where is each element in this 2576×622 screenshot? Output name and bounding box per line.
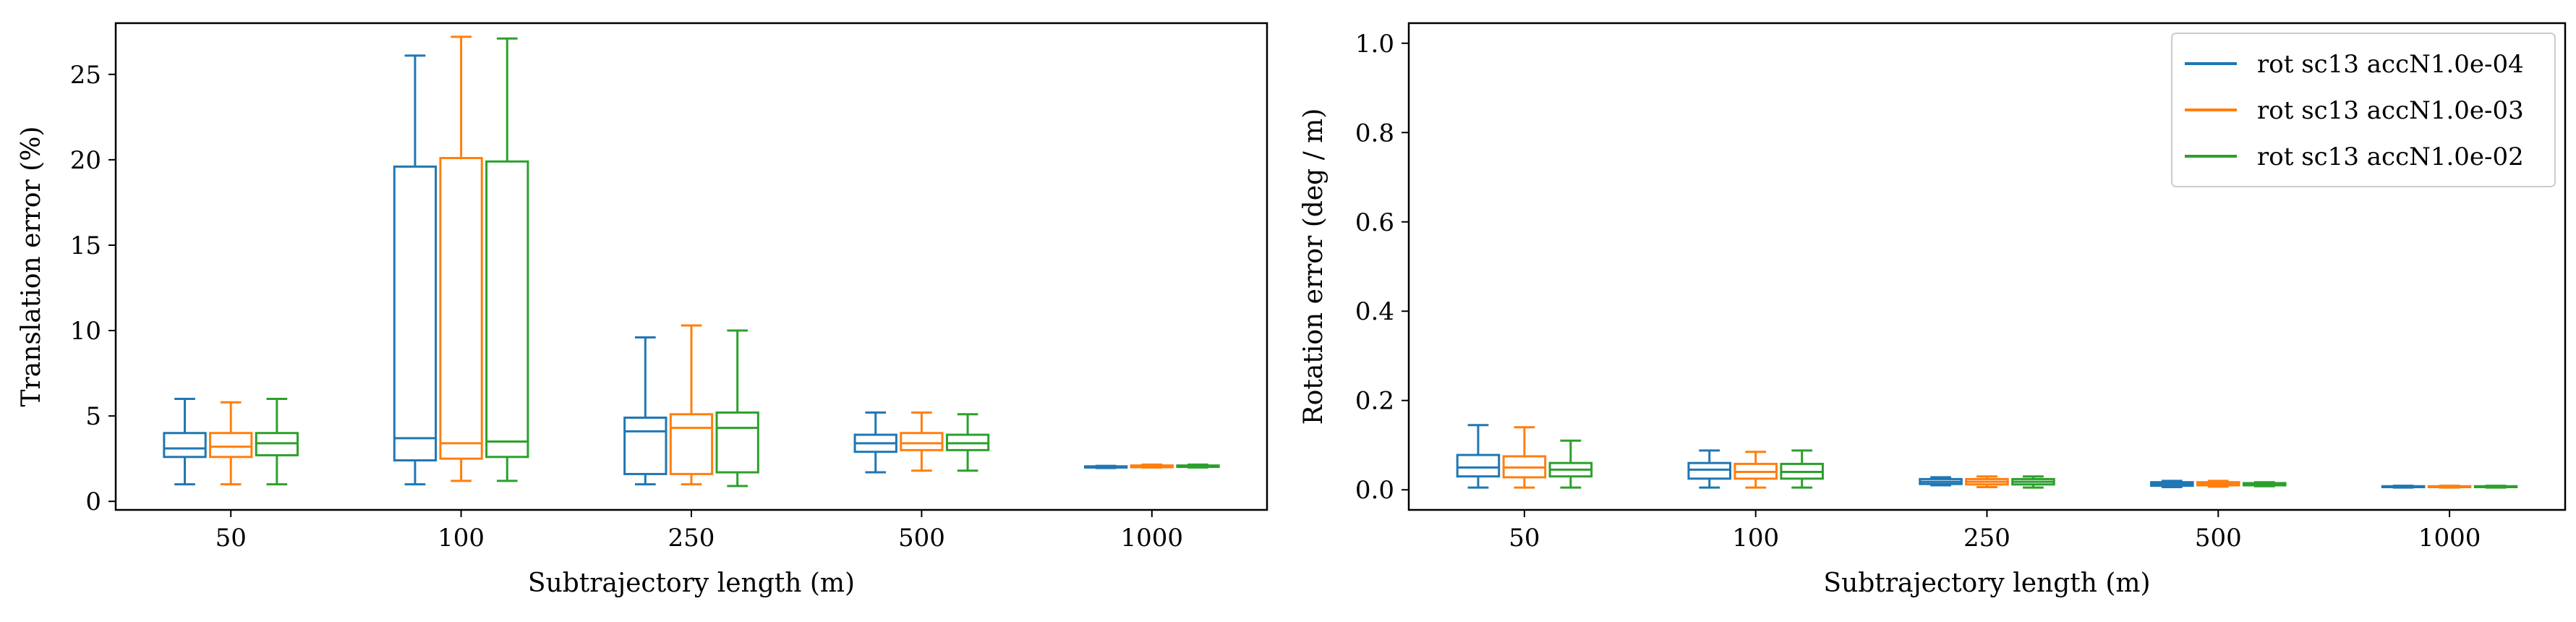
y-tick-label: 20 bbox=[70, 146, 101, 175]
y-axis-label: Translation error (%) bbox=[17, 127, 46, 407]
box-body bbox=[1687, 461, 1732, 480]
x-tick-label: 500 bbox=[898, 524, 945, 553]
x-axis-label: Subtrajectory length (m) bbox=[528, 568, 855, 598]
series-3 bbox=[1548, 439, 2518, 489]
box-body bbox=[669, 413, 714, 475]
box-500-series-3 bbox=[2242, 481, 2287, 487]
box-100-series-3 bbox=[485, 37, 529, 482]
box-500-series-3 bbox=[945, 413, 990, 472]
box-50-series-2 bbox=[1502, 426, 1547, 489]
x-tick-label: 1000 bbox=[1121, 524, 1184, 553]
series-2 bbox=[1502, 426, 2472, 489]
box-500-series-2 bbox=[900, 411, 944, 472]
y-tick-label: 0 bbox=[85, 487, 101, 516]
box-250-series-2 bbox=[1965, 475, 2009, 489]
box-body bbox=[163, 432, 207, 459]
y-tick-label: 10 bbox=[70, 317, 101, 346]
x-tick-label: 1000 bbox=[2418, 524, 2481, 553]
legend-entry-label: rot sc13 accN1.0e-02 bbox=[2257, 142, 2524, 171]
box-250-series-2 bbox=[669, 324, 714, 486]
y-tick-label: 0.2 bbox=[1355, 387, 1394, 416]
translation-error-panel: 50 100 250 500 1000 0 5 10 15 20 25 Subtrajectory l… bbox=[17, 22, 1268, 598]
x-tick-label: 50 bbox=[1509, 524, 1540, 553]
box-250-series-1 bbox=[623, 336, 668, 486]
series-3 bbox=[255, 37, 1220, 487]
box-100-series-2 bbox=[1733, 451, 1778, 489]
box-body bbox=[715, 411, 759, 474]
box-body bbox=[393, 165, 438, 462]
legend-entry-label: rot sc13 accN1.0e-03 bbox=[2257, 96, 2524, 125]
legend: rot sc13 accN1.0e-04 rot sc13 accN1.0e-03… bbox=[2171, 33, 2556, 187]
box-250-series-3 bbox=[715, 329, 759, 487]
box-1000-series-2 bbox=[2427, 485, 2472, 489]
x-axis-label: Subtrajectory length (m) bbox=[1823, 568, 2150, 598]
x-tick-label: 500 bbox=[2195, 524, 2242, 553]
box-1000-series-2 bbox=[1130, 463, 1174, 469]
series-1 bbox=[1456, 424, 2426, 489]
box-1000-series-3 bbox=[2473, 485, 2518, 489]
plot-frame bbox=[114, 22, 1268, 511]
legend-frame bbox=[2171, 33, 2556, 187]
box-body bbox=[485, 160, 529, 459]
box-body bbox=[209, 432, 253, 459]
y-tick-label: 15 bbox=[70, 231, 101, 260]
box-50-series-1 bbox=[1456, 424, 1501, 489]
box-250-series-3 bbox=[2011, 475, 2055, 489]
y-tick-label: 25 bbox=[70, 61, 101, 90]
y-axis-label: Rotation error (deg / m) bbox=[1299, 108, 1328, 425]
box-500-series-2 bbox=[2196, 480, 2240, 488]
x-tick-label: 50 bbox=[216, 524, 247, 553]
x-tick-label: 100 bbox=[1732, 524, 1779, 553]
box-50-series-2 bbox=[209, 401, 253, 486]
box-100-series-2 bbox=[439, 35, 483, 482]
box-1000-series-1 bbox=[2381, 485, 2426, 489]
box-250-series-1 bbox=[1919, 476, 1963, 487]
box-body bbox=[623, 416, 668, 475]
box-50-series-1 bbox=[163, 398, 207, 486]
box-1000-series-3 bbox=[1176, 463, 1220, 469]
box-100-series-3 bbox=[1780, 449, 1824, 489]
y-tick-label: 0.6 bbox=[1355, 208, 1394, 237]
box-100-series-1 bbox=[393, 54, 438, 486]
series-1 bbox=[163, 54, 1128, 486]
x-tick-label: 250 bbox=[1963, 524, 2010, 553]
y-tick-label: 1.0 bbox=[1355, 30, 1394, 59]
box-500-series-1 bbox=[2150, 480, 2194, 489]
box-100-series-1 bbox=[1687, 449, 1732, 489]
x-tick-label: 250 bbox=[668, 524, 715, 553]
box-body bbox=[1456, 453, 1501, 478]
box-1000-series-1 bbox=[1083, 464, 1128, 469]
legend-entry-label: rot sc13 accN1.0e-04 bbox=[2257, 50, 2524, 79]
x-tick-label: 100 bbox=[438, 524, 485, 553]
box-body bbox=[439, 157, 483, 460]
box-body bbox=[900, 432, 944, 451]
y-tick-label: 5 bbox=[85, 402, 101, 431]
y-tick-label: 0.4 bbox=[1355, 297, 1394, 326]
box-50-series-3 bbox=[1548, 439, 1593, 489]
series-2 bbox=[209, 35, 1174, 486]
y-tick-label: 0.0 bbox=[1355, 476, 1394, 505]
box-50-series-3 bbox=[255, 398, 299, 486]
box-500-series-1 bbox=[853, 411, 897, 474]
y-tick-label: 0.8 bbox=[1355, 119, 1394, 148]
rotation-error-panel: 50 100 250 500 1000 0.0 0.2 0.4 0.6 0.8 1.0 Subtraj… bbox=[1299, 22, 2567, 598]
